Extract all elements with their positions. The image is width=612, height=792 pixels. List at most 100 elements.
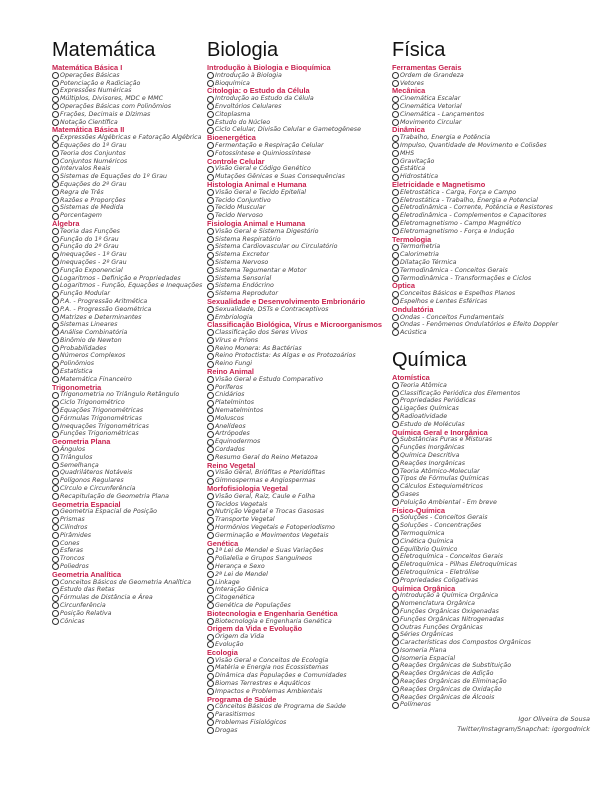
topic-item[interactable]: Eletromagnetismo - Força e Indução <box>392 228 558 236</box>
circle-checkbox-icon[interactable] <box>392 313 399 321</box>
topic-item[interactable]: Inequações Trigonométricas <box>52 423 202 431</box>
topic-item[interactable]: Números Complexos <box>52 352 202 360</box>
topic-item[interactable]: Genética de Populações <box>207 602 382 610</box>
topic-item[interactable]: Múltiplos, Divisores, MDC e MMC <box>52 95 202 103</box>
circle-checkbox-icon[interactable] <box>52 228 59 236</box>
topic-item[interactable]: 2ª Lei de Mendel <box>207 571 382 579</box>
topic-item[interactable]: Propriedades Periódicas <box>392 397 531 405</box>
topic-item[interactable]: Substâncias Puras e Misturas <box>392 436 531 444</box>
circle-checkbox-icon[interactable] <box>392 701 399 709</box>
circle-checkbox-icon[interactable] <box>207 391 214 399</box>
circle-checkbox-icon[interactable] <box>52 516 59 524</box>
topic-item[interactable]: Cálculos Estequiométricos <box>392 483 531 491</box>
topic-item[interactable]: Cinética Química <box>392 538 531 546</box>
topic-item[interactable]: Razões e Proporções <box>52 197 202 205</box>
topic-item[interactable]: Dilatação Térmica <box>392 259 558 267</box>
circle-checkbox-icon[interactable] <box>392 514 399 522</box>
circle-checkbox-icon[interactable] <box>392 444 399 452</box>
circle-checkbox-icon[interactable] <box>207 79 214 87</box>
topic-item[interactable]: Parasitismos <box>207 711 382 719</box>
topic-item[interactable]: Germinação e Movimentos Vegetais <box>207 532 382 540</box>
topic-item[interactable]: Vetores <box>392 80 558 88</box>
topic-item[interactable]: Sexualidade, DSTs e Contraceptivos <box>207 306 382 314</box>
topic-item[interactable]: Gravitação <box>392 158 558 166</box>
topic-item[interactable]: Função do 1º Grau <box>52 236 202 244</box>
topic-item[interactable]: Polialelia e Grupos Sanguíneos <box>207 555 382 563</box>
topic-item[interactable]: Eletromagnetismo - Campo Magnético <box>392 220 558 228</box>
topic-item[interactable]: Reações Orgânicas de Adição <box>392 670 531 678</box>
circle-checkbox-icon[interactable] <box>52 532 59 540</box>
topic-item[interactable]: Cinemática Escalar <box>392 95 558 103</box>
circle-checkbox-icon[interactable] <box>392 165 399 173</box>
topic-item[interactable]: Termometria <box>392 243 558 251</box>
topic-item[interactable]: Sistema Endócrino <box>207 282 382 290</box>
topic-item[interactable]: Conceitos Básicos de Programa de Saúde <box>207 703 382 711</box>
topic-item[interactable]: Introdução à Biologia <box>207 72 382 80</box>
topic-item[interactable]: Reações Orgânicas de Eliminação <box>392 678 531 686</box>
circle-checkbox-icon[interactable] <box>392 267 399 275</box>
topic-item[interactable]: Ciclo Trigonométrico <box>52 399 202 407</box>
circle-checkbox-icon[interactable] <box>207 656 214 664</box>
topic-item[interactable]: Termodinâmica - Conceitos Gerais <box>392 267 558 275</box>
circle-checkbox-icon[interactable] <box>207 251 214 259</box>
circle-checkbox-icon[interactable] <box>52 360 59 368</box>
circle-checkbox-icon[interactable] <box>52 329 59 337</box>
topic-item[interactable]: Impulso, Quantidade de Movimento e Colis… <box>392 142 558 150</box>
circle-checkbox-icon[interactable] <box>207 664 214 672</box>
topic-item[interactable]: Inequações - 1º Grau <box>52 251 202 259</box>
circle-checkbox-icon[interactable] <box>52 290 59 298</box>
circle-checkbox-icon[interactable] <box>207 126 214 134</box>
topic-item[interactable]: Reações Orgânicas de Álcoois <box>392 694 531 702</box>
circle-checkbox-icon[interactable] <box>392 173 399 181</box>
circle-checkbox-icon[interactable] <box>392 631 399 639</box>
topic-item[interactable]: Logaritmos - Função, Equações e Inequaçõ… <box>52 282 202 290</box>
circle-checkbox-icon[interactable] <box>392 189 399 197</box>
topic-item[interactable]: Reações Inorgânicas <box>392 460 531 468</box>
circle-checkbox-icon[interactable] <box>52 267 59 275</box>
topic-item[interactable]: Trabalho, Energia e Potência <box>392 134 558 142</box>
topic-item[interactable]: Expressões Algébricas e Fatoração Algébr… <box>52 134 202 142</box>
circle-checkbox-icon[interactable] <box>207 165 214 173</box>
circle-checkbox-icon[interactable] <box>207 228 214 236</box>
circle-checkbox-icon[interactable] <box>207 711 214 719</box>
topic-item[interactable]: Cilindros <box>52 524 202 532</box>
circle-checkbox-icon[interactable] <box>392 220 399 228</box>
circle-checkbox-icon[interactable] <box>207 189 214 197</box>
circle-checkbox-icon[interactable] <box>392 103 399 111</box>
circle-checkbox-icon[interactable] <box>52 602 59 610</box>
topic-item[interactable]: Matéria e Energia nos Ecossistemas <box>207 664 382 672</box>
circle-checkbox-icon[interactable] <box>207 306 214 314</box>
circle-checkbox-icon[interactable] <box>207 103 214 111</box>
circle-checkbox-icon[interactable] <box>52 150 59 158</box>
topic-item[interactable]: Gimnospermas e Angiospermas <box>207 477 382 485</box>
circle-checkbox-icon[interactable] <box>392 72 399 80</box>
topic-item[interactable]: Reino Fungi <box>207 360 382 368</box>
circle-checkbox-icon[interactable] <box>392 212 399 220</box>
topic-item[interactable]: Sistema Nervoso <box>207 259 382 267</box>
topic-item[interactable]: Outras Funções Orgânicas <box>392 624 531 632</box>
circle-checkbox-icon[interactable] <box>392 79 399 87</box>
topic-item[interactable]: Características dos Compostos Orgânicos <box>392 639 531 647</box>
topic-item[interactable]: Isomeria Plana <box>392 647 531 655</box>
topic-item[interactable]: Gases <box>392 491 531 499</box>
topic-item[interactable]: Polinômios <box>52 360 202 368</box>
topic-item[interactable]: Cinemática - Lançamentos <box>392 111 558 119</box>
topic-item[interactable]: Origem da Vida <box>207 633 382 641</box>
topic-item[interactable]: Soluções - Concentrações <box>392 522 531 530</box>
topic-item[interactable]: Potenciação e Radiciação <box>52 80 202 88</box>
circle-checkbox-icon[interactable] <box>207 204 214 212</box>
circle-checkbox-icon[interactable] <box>52 173 59 181</box>
topic-item[interactable]: Ondas - Fenômenos Ondulatórios e Efeito … <box>392 321 558 329</box>
topic-item[interactable]: Posição Relativa <box>52 610 202 618</box>
topic-item[interactable]: Inequações - 2º Grau <box>52 259 202 267</box>
circle-checkbox-icon[interactable] <box>207 680 214 688</box>
topic-item[interactable]: Platelmintos <box>207 399 382 407</box>
circle-checkbox-icon[interactable] <box>392 157 399 165</box>
circle-checkbox-icon[interactable] <box>207 633 214 641</box>
topic-item[interactable]: Esferas <box>52 547 202 555</box>
topic-item[interactable]: Isomeria Espacial <box>392 655 531 663</box>
circle-checkbox-icon[interactable] <box>52 87 59 95</box>
circle-checkbox-icon[interactable] <box>392 196 399 204</box>
circle-checkbox-icon[interactable] <box>52 157 59 165</box>
topic-item[interactable]: Reino Protoctista: As Algas e os Protozo… <box>207 352 382 360</box>
